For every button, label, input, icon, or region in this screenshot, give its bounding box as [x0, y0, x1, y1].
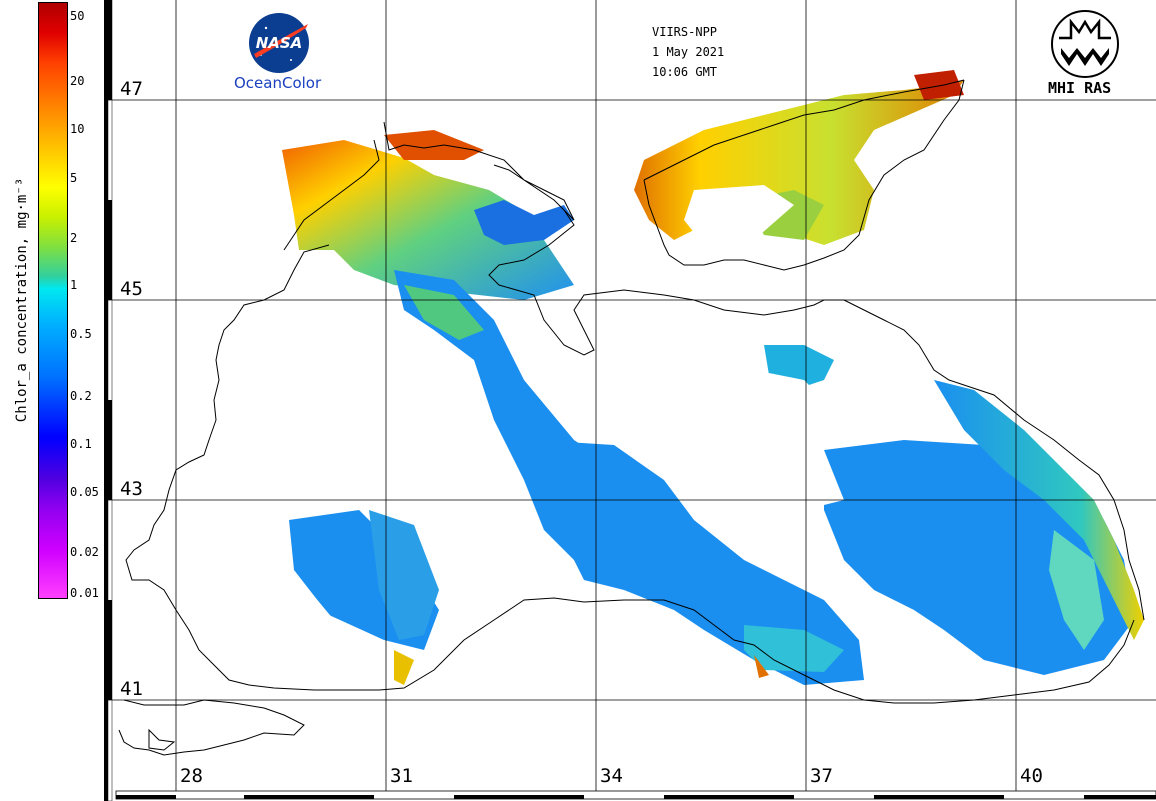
colorbar-tick-20: 20 — [70, 74, 85, 88]
lon-label-34: 34 — [600, 765, 623, 787]
map-panel — [104, 0, 1156, 801]
nasa-logo-mark: NASA — [256, 34, 303, 52]
nasa-logo-icon: NASA — [249, 13, 309, 73]
cloud-mask — [204, 120, 974, 690]
colorbar-tick-5: 5 — [70, 171, 78, 185]
colorbar-tick-0-2: 0.2 — [70, 389, 92, 403]
colorbar-tick-10: 10 — [70, 122, 85, 136]
acquisition-date: 1 May 2021 — [652, 45, 725, 59]
colorbar-tick-2: 2 — [70, 231, 78, 245]
lat-lon-grid — [104, 0, 1156, 791]
colorbar-tick-0-05: 0.05 — [70, 485, 99, 499]
chlorophyll-layer — [282, 70, 1144, 685]
lat-label-45: 45 — [120, 278, 143, 300]
lat-label-43: 43 — [120, 478, 143, 500]
mhi-ras-logo-icon — [1051, 10, 1119, 78]
lon-label-40: 40 — [1020, 765, 1043, 787]
lon-label-37: 37 — [810, 765, 833, 787]
lon-label-28: 28 — [180, 765, 203, 787]
frame-scale-bars — [104, 0, 1156, 801]
lat-label-47: 47 — [120, 78, 143, 100]
colorbar-tick-0-5: 0.5 — [70, 327, 92, 341]
map-canvas — [104, 0, 1156, 801]
lon-label-31: 31 — [390, 765, 413, 787]
colorbar-tick-50: 50 — [70, 9, 85, 23]
mhi-ras-label: MHI RAS — [1048, 79, 1112, 97]
satellite-name: VIIRS-NPP — [652, 25, 718, 39]
colorbar-tick-0-1: 0.1 — [70, 437, 92, 451]
oceancolor-label: OceanColor — [234, 74, 322, 92]
lat-label-41: 41 — [120, 678, 143, 700]
colorbar — [38, 2, 68, 599]
colorbar-tick-0-02: 0.02 — [70, 545, 99, 559]
colorbar-label: Chlor_a concentration, mg·m⁻³ — [14, 177, 30, 423]
acquisition-time: 10:06 GMT — [652, 65, 718, 79]
colorbar-tick-1: 1 — [70, 278, 78, 292]
coastline — [118, 79, 1145, 756]
nw-shelf-bloom — [282, 140, 574, 300]
colorbar-tick-0-01: 0.01 — [70, 586, 99, 600]
